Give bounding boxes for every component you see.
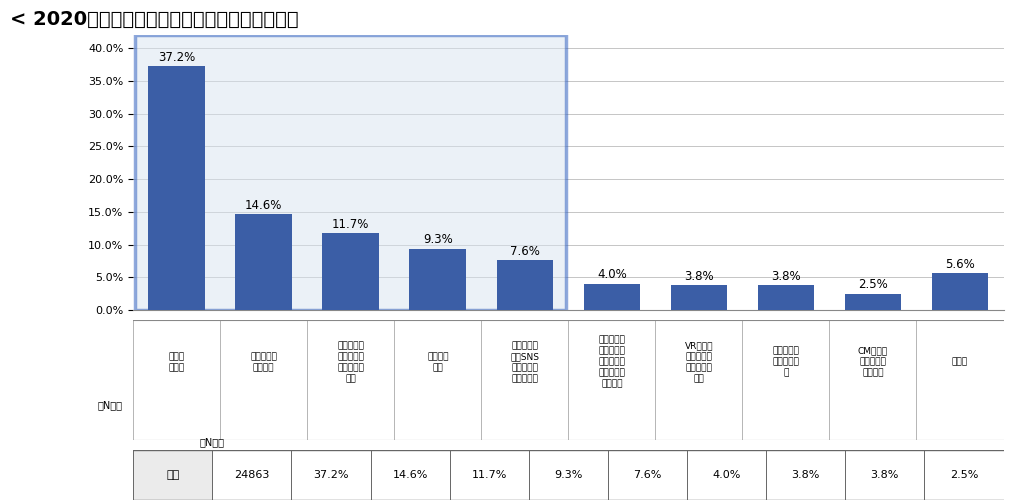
Text: 37.2%: 37.2% (313, 470, 349, 480)
Bar (236, 214, 292, 310)
Text: 2.5%: 2.5% (858, 278, 888, 291)
Text: 店舗の雰囲
気が良い: 店舗の雰囲 気が良い (250, 352, 278, 372)
Bar (148, 66, 205, 310)
Text: 11.7%: 11.7% (471, 470, 507, 480)
Text: 3.8%: 3.8% (684, 270, 714, 282)
Bar (758, 285, 814, 310)
Text: 7.6%: 7.6% (633, 470, 662, 480)
Bar (323, 234, 379, 310)
Text: ネット情報
や口コミな
どで評判が
良い: ネット情報 や口コミな どで評判が 良い (337, 341, 365, 383)
Bar (410, 249, 466, 310)
Text: 9.3%: 9.3% (554, 470, 583, 480)
Text: 7.6%: 7.6% (510, 244, 540, 258)
Text: 4.0%: 4.0% (713, 470, 740, 480)
Bar (932, 274, 988, 310)
Text: ホームペー
ジやSNS
ページが充
実している: ホームペー ジやSNS ページが充 実している (510, 341, 540, 383)
Text: 24863: 24863 (234, 470, 269, 480)
Text: 友人・知人
等による紹
介: 友人・知人 等による紹 介 (772, 346, 800, 378)
Text: 5.6%: 5.6% (945, 258, 975, 270)
Text: 37.2%: 37.2% (158, 51, 196, 64)
Text: 優秀な
担当者: 優秀な 担当者 (169, 352, 184, 372)
Text: 3.8%: 3.8% (771, 270, 801, 282)
Text: 4.0%: 4.0% (597, 268, 627, 281)
Text: 3.8%: 3.8% (870, 470, 899, 480)
Text: VRなど新
しい取り組
みを行って
いる: VRなど新 しい取り組 みを行って いる (685, 341, 713, 383)
Text: 自宅から
近い: 自宅から 近い (427, 352, 449, 372)
Text: < 2020年度　不動産店に最も期待すものこと＞: < 2020年度 不動産店に最も期待すものこと＞ (10, 10, 299, 29)
Text: 14.6%: 14.6% (245, 199, 283, 212)
Bar (584, 284, 640, 310)
Text: その他: その他 (952, 358, 968, 366)
Bar (671, 285, 727, 310)
Text: 9.3%: 9.3% (423, 234, 453, 246)
Bar (497, 260, 553, 310)
Text: （N＝）: （N＝） (98, 400, 123, 410)
Text: 2.5%: 2.5% (950, 470, 978, 480)
Text: オンライン
内見、契約
書類電子化
など非接触
型の接客: オンライン 内見、契約 書類電子化 など非接触 型の接客 (598, 336, 626, 388)
FancyBboxPatch shape (135, 35, 566, 310)
Bar (133, 450, 212, 500)
Text: 全体: 全体 (166, 470, 179, 480)
Bar (845, 294, 901, 310)
Text: CMや広告
などでよく
目にする: CMや広告 などでよく 目にする (858, 346, 888, 378)
Text: 14.6%: 14.6% (392, 470, 428, 480)
Text: 11.7%: 11.7% (332, 218, 370, 231)
Text: （N＝）: （N＝） (200, 438, 224, 448)
Text: 3.8%: 3.8% (792, 470, 820, 480)
